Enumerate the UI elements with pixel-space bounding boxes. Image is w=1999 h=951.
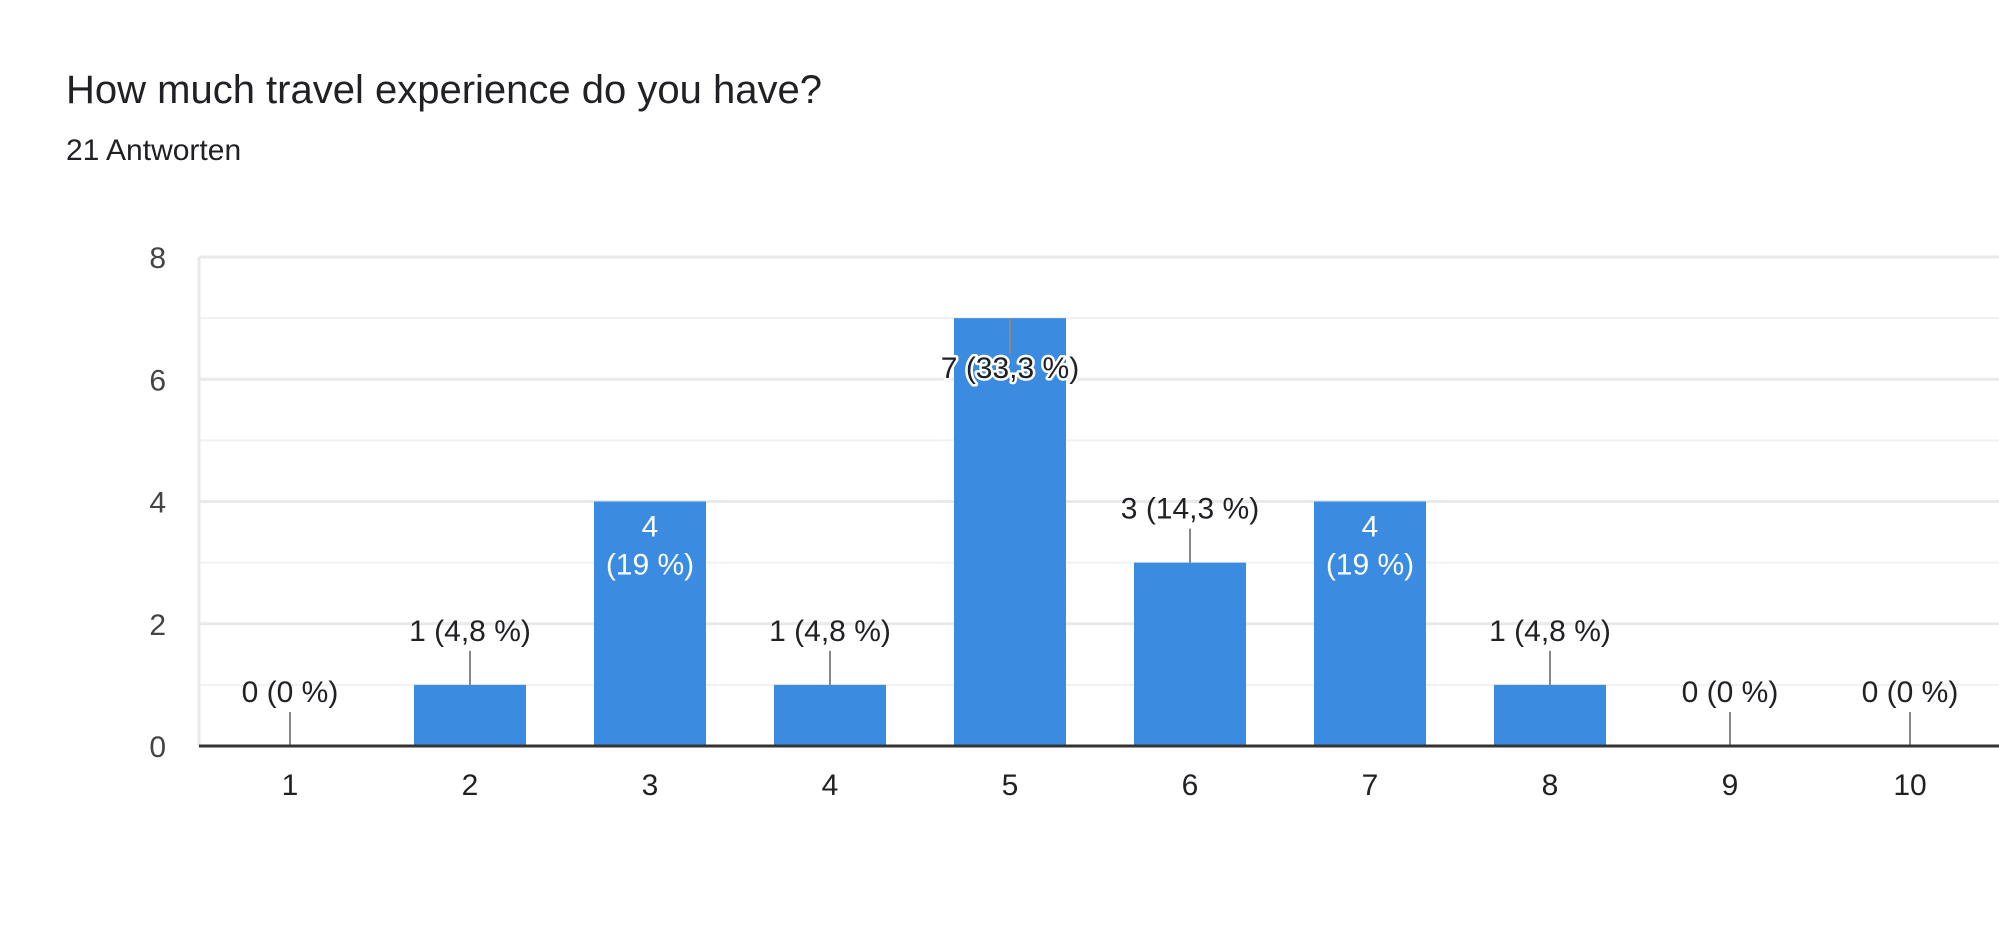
data-label: (19 %) bbox=[606, 549, 694, 582]
chart-title: How much travel experience do you have? bbox=[66, 68, 822, 112]
y-tick-label: 2 bbox=[149, 609, 166, 642]
x-tick-label: 3 bbox=[642, 769, 659, 802]
data-label: (19 %) bbox=[1326, 549, 1414, 582]
bar bbox=[1494, 684, 1606, 746]
bar bbox=[414, 684, 526, 746]
data-label: 0 (0 %) bbox=[1862, 676, 1959, 709]
data-label: 1 (4,8 %) bbox=[769, 615, 891, 648]
data-label: 7 (33,3 %) bbox=[941, 352, 1079, 385]
data-label: 3 (14,3 %) bbox=[1121, 493, 1259, 526]
data-label: 4 bbox=[1362, 511, 1379, 544]
x-tick-label: 4 bbox=[822, 769, 839, 802]
y-tick-label: 6 bbox=[149, 364, 166, 397]
x-tick-label: 6 bbox=[1182, 769, 1199, 802]
data-label: 0 (0 %) bbox=[1682, 676, 1779, 709]
data-label: 1 (4,8 %) bbox=[409, 615, 531, 648]
bar bbox=[1314, 501, 1426, 746]
data-label: 0 (0 %) bbox=[242, 676, 339, 709]
x-tick-label: 10 bbox=[1893, 769, 1926, 802]
y-tick-label: 4 bbox=[149, 487, 166, 520]
x-tick-label: 7 bbox=[1362, 769, 1379, 802]
x-tick-label: 9 bbox=[1722, 769, 1739, 802]
x-tick-label: 2 bbox=[462, 769, 479, 802]
x-tick-label: 5 bbox=[1002, 769, 1019, 802]
response-count: 21 Antworten bbox=[66, 134, 242, 167]
bar bbox=[954, 318, 1066, 746]
bar bbox=[594, 501, 706, 746]
bar bbox=[1134, 562, 1246, 746]
x-tick-label: 8 bbox=[1542, 769, 1559, 802]
bar bbox=[774, 684, 886, 746]
data-label: 1 (4,8 %) bbox=[1489, 615, 1611, 648]
y-tick-label: 0 bbox=[149, 731, 166, 764]
x-tick-label: 1 bbox=[282, 769, 299, 802]
data-label: 4 bbox=[642, 511, 659, 544]
y-tick-label: 8 bbox=[149, 242, 166, 275]
